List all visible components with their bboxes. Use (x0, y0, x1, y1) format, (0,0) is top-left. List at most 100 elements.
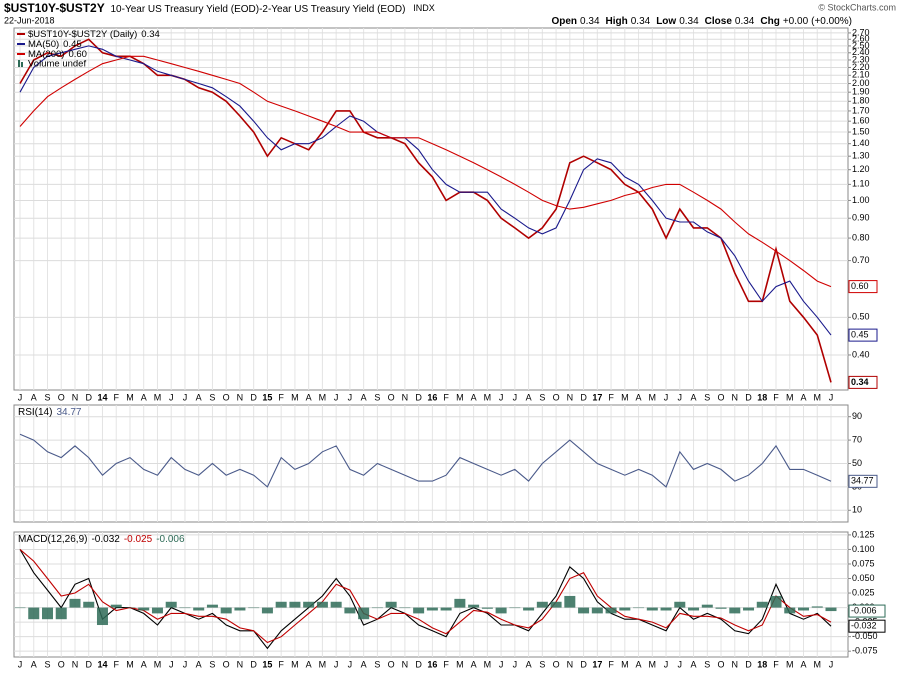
x-tick-label: 16 (427, 392, 437, 402)
x-tick-label: F (113, 392, 119, 402)
histogram-bar (784, 607, 796, 614)
histogram-bar (811, 606, 823, 608)
histogram-bar (550, 601, 562, 608)
x-tick-label: S (539, 659, 545, 669)
y-tick-label: 1.70 (852, 105, 870, 115)
histogram-bar (124, 607, 136, 609)
plot-area (13, 27, 849, 391)
x-tick-label: O (553, 659, 560, 669)
x-tick-label: N (72, 659, 79, 669)
x-tick-label: A (691, 392, 697, 402)
x-tick-label: M (814, 392, 822, 402)
x-tick-label: 18 (757, 659, 767, 669)
x-tick-label: J (829, 659, 834, 669)
y-tick-label: -0.075 (852, 646, 878, 656)
y-tick-label: 1.20 (852, 164, 870, 174)
quote-value: 0.34 (679, 16, 699, 27)
y-tick-label: 70 (852, 434, 862, 444)
y-tick-label: 1.10 (852, 179, 870, 189)
x-tick-label: M (126, 659, 134, 669)
x-tick-label: J (18, 392, 23, 402)
histogram-bar (578, 607, 590, 614)
histogram-bar (523, 607, 535, 611)
histogram-bar (41, 607, 53, 620)
x-tick-label: N (402, 392, 409, 402)
y-tick-label: 0.125 (852, 529, 875, 539)
y-tick-label: 0.025 (852, 587, 875, 597)
legend-entry: Volume undef (28, 59, 86, 70)
x-tick-label: A (471, 392, 477, 402)
x-tick-label: N (732, 392, 739, 402)
y-tick-label: 2.30 (852, 54, 870, 64)
histogram-bar (96, 607, 108, 626)
histogram-bar (454, 598, 466, 608)
end-label: -0.006 (851, 605, 877, 615)
legend-value: 34.77 (56, 407, 81, 418)
histogram-bar (358, 607, 370, 620)
histogram-bar (69, 598, 81, 608)
legend-value: 0.60 (68, 49, 87, 60)
x-tick-label: J (513, 392, 518, 402)
change-percent: (+0.00%) (811, 16, 852, 27)
x-tick-label: F (278, 659, 284, 669)
histogram-bar (495, 607, 507, 614)
x-tick-label: S (704, 392, 710, 402)
quote-label: Close (705, 16, 733, 27)
x-tick-label: F (773, 659, 779, 669)
x-tick-label: J (348, 392, 353, 402)
histogram-bar (413, 607, 425, 614)
x-tick-label: F (773, 392, 779, 402)
histogram-bar (660, 607, 672, 611)
histogram-bar (303, 601, 315, 608)
x-tick-label: N (567, 392, 574, 402)
histogram-bar (330, 601, 342, 608)
x-tick-label: M (649, 392, 657, 402)
x-tick-label: J (183, 392, 188, 402)
x-tick-label: J (664, 659, 669, 669)
y-tick-label: 2.40 (852, 47, 870, 57)
x-tick-label: D (745, 659, 752, 669)
x-tick-label: J (499, 659, 504, 669)
histogram-bar (289, 601, 301, 608)
x-tick-label: 15 (262, 659, 272, 669)
panel-title: MACD(12,26,9) (18, 534, 87, 545)
histogram-bar (399, 607, 411, 609)
histogram-bar (688, 607, 700, 611)
x-tick-label: 17 (592, 659, 602, 669)
histogram-bar (825, 607, 837, 612)
y-tick-label: 0.50 (852, 312, 870, 322)
y-tick-label: 1.40 (852, 138, 870, 148)
x-tick-label: N (567, 659, 574, 669)
x-tick-label: M (154, 392, 162, 402)
histogram-bar (509, 607, 521, 609)
x-tick-label: J (678, 659, 683, 669)
x-tick-label: D (415, 392, 422, 402)
histogram-bar (193, 607, 205, 611)
legend-value: -0.032 (91, 534, 120, 545)
x-tick-label: D (250, 392, 257, 402)
x-tick-label: F (443, 392, 449, 402)
x-tick-label: N (402, 659, 409, 669)
histogram-bar (83, 601, 95, 608)
histogram-bar (179, 607, 191, 609)
histogram-bar (798, 607, 810, 611)
histogram-bar (344, 607, 356, 614)
x-tick-label: A (31, 392, 37, 402)
histogram-bar (151, 607, 163, 614)
x-tick-label: D (250, 659, 257, 669)
x-tick-label: M (621, 392, 629, 402)
legend-name: MA(200) (28, 49, 64, 60)
y-tick-label: 1.90 (852, 87, 870, 97)
x-tick-label: A (31, 659, 37, 669)
histogram-bar (564, 595, 576, 608)
histogram-bar (646, 607, 658, 611)
x-tick-label: A (361, 392, 367, 402)
end-label-box (848, 280, 878, 294)
series-line (19, 55, 832, 288)
histogram-bar (206, 604, 218, 608)
histogram-bar (28, 607, 40, 620)
quote-value: 0.34 (580, 16, 600, 27)
histogram-bar (743, 607, 755, 611)
x-tick-label: 17 (592, 392, 602, 402)
